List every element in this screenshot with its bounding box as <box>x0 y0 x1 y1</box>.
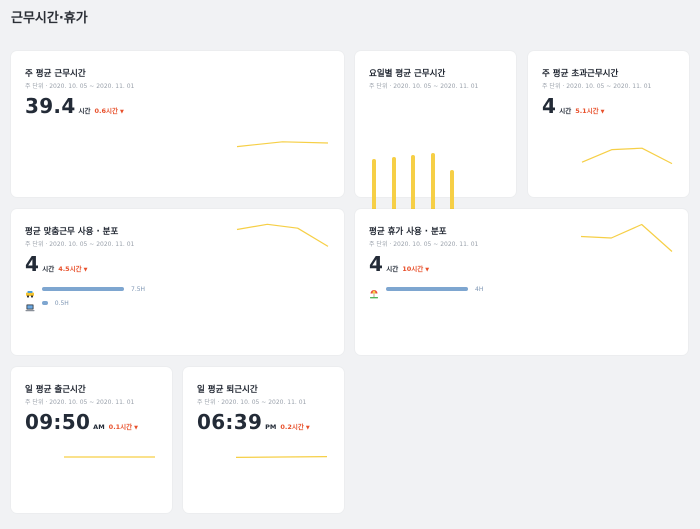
caret-down-icon: ▼ <box>600 109 605 115</box>
metric-value: 09:50 <box>25 410 91 434</box>
page-title: 근무시간·휴가 <box>11 11 88 26</box>
trend-sparkline <box>235 456 328 458</box>
distribution-row: 7.5H <box>25 284 146 298</box>
clock-in-card[interactable]: 일 평균 출근시간 주 단위 · 2020. 10. 05 ~ 2020. 11… <box>11 367 172 513</box>
metric-delta: 0.1시간 <box>108 423 133 431</box>
weekly-avg-card[interactable]: 주 평균 근무시간 주 단위 · 2020. 10. 05 ~ 2020. 11… <box>11 51 344 197</box>
sparkline-path <box>236 223 329 247</box>
sparkline-path <box>236 141 329 148</box>
metric-value: 06:39 <box>197 410 263 434</box>
trend-sparkline <box>581 147 673 165</box>
metric-value: 4 <box>369 252 384 276</box>
metric-value: 39.4 <box>25 94 76 118</box>
beach-icon <box>369 284 379 299</box>
weekday-avg-card[interactable]: 요일별 평균 근무시간 주 단위 · 2020. 10. 05 ~ 2020. … <box>355 51 516 233</box>
card-title: 일 평균 출근시간 <box>25 385 86 395</box>
card-title: 요일별 평균 근무시간 <box>369 69 446 79</box>
caret-down-icon: ▼ <box>134 425 139 431</box>
caret-down-icon: ▼ <box>305 425 310 431</box>
metric-value: 4 <box>542 94 557 118</box>
metric: 4 시간 5.1시간 ▼ <box>542 94 605 118</box>
weekday-bar <box>450 170 454 215</box>
trend-sparkline <box>236 141 329 148</box>
card-title: 일 평균 퇴근시간 <box>197 385 258 395</box>
metric-unit: AM <box>93 423 105 431</box>
metric: 06:39 PM 0.2시간 ▼ <box>197 410 310 434</box>
card-subtitle: 주 단위 · 2020. 10. 05 ~ 2020. 11. 01 <box>369 241 479 248</box>
card-subtitle: 주 단위 · 2020. 10. 05 ~ 2020. 11. 01 <box>197 399 307 406</box>
card-title: 평균 맞춤근무 사용 · 분포 <box>25 227 119 237</box>
card-subtitle: 주 단위 · 2020. 10. 05 ~ 2020. 11. 01 <box>25 399 135 406</box>
trend-sparkline <box>64 456 155 458</box>
metric-delta: 10시간 <box>402 265 424 273</box>
metric-unit: 시간 <box>42 265 55 273</box>
clock-out-card[interactable]: 일 평균 퇴근시간 주 단위 · 2020. 10. 05 ~ 2020. 11… <box>183 367 344 513</box>
leave-card[interactable]: 평균 휴가 사용 · 분포 주 단위 · 2020. 10. 05 ~ 2020… <box>355 209 688 355</box>
metric-unit: 시간 <box>78 107 91 115</box>
card-title: 평균 휴가 사용 · 분포 <box>369 227 447 237</box>
laptop-icon <box>25 298 35 312</box>
caret-down-icon: ▼ <box>83 267 88 273</box>
weekday-bar <box>411 154 415 215</box>
metric-unit: PM <box>265 423 277 431</box>
card-title: 주 평균 초과근무시간 <box>542 69 619 79</box>
weekday-bar <box>372 158 376 215</box>
caret-down-icon: ▼ <box>425 267 430 273</box>
metric-unit: 시간 <box>386 265 399 273</box>
metric-delta: 0.2시간 <box>280 423 304 431</box>
distribution-bar <box>42 287 124 291</box>
metric: 4 시간 10시간 ▼ <box>369 252 429 276</box>
distribution-row: 4H <box>369 284 484 299</box>
distribution-label: 7.5H <box>131 285 146 293</box>
metric: 09:50 AM 0.1시간 ▼ <box>25 410 138 434</box>
sparkline-path <box>235 456 328 458</box>
metric-delta: 5.1시간 <box>575 107 599 115</box>
metric-delta: 4.5시간 <box>58 265 82 273</box>
metric-value: 4 <box>25 252 40 276</box>
metric: 4 시간 4.5시간 ▼ <box>25 252 88 276</box>
card-subtitle: 주 단위 · 2020. 10. 05 ~ 2020. 11. 01 <box>25 83 135 90</box>
caret-down-icon: ▼ <box>120 109 124 115</box>
metric: 39.4 시간 0.6시간 ▼ <box>25 94 124 118</box>
flex-work-card[interactable]: 평균 맞춤근무 사용 · 분포 주 단위 · 2020. 10. 05 ~ 20… <box>11 209 344 355</box>
metric-unit: 시간 <box>559 107 572 115</box>
card-subtitle: 주 단위 · 2020. 10. 05 ~ 2020. 11. 01 <box>25 241 135 248</box>
card-subtitle: 주 단위 · 2020. 10. 05 ~ 2020. 11. 01 <box>542 83 652 90</box>
distribution-bar <box>386 287 468 291</box>
distribution-label: 0.5H <box>54 299 69 307</box>
weekday-bar <box>430 153 435 215</box>
metric-delta: 0.6시간 <box>94 107 118 115</box>
distribution-bar <box>42 301 48 305</box>
card-title: 주 평균 근무시간 <box>25 69 86 79</box>
trend-sparkline <box>580 223 673 252</box>
car-icon <box>25 284 35 298</box>
weekday-bar <box>391 157 396 215</box>
weekly-overtime-card[interactable]: 주 평균 초과근무시간 주 단위 · 2020. 10. 05 ~ 2020. … <box>528 51 689 197</box>
card-subtitle: 주 단위 · 2020. 10. 05 ~ 2020. 11. 01 <box>369 83 479 90</box>
distribution-label: 4H <box>475 285 484 293</box>
distribution-row: 0.5H <box>25 298 69 312</box>
sparkline-path <box>581 147 673 165</box>
sparkline-path <box>580 223 673 252</box>
trend-sparkline <box>236 223 329 247</box>
